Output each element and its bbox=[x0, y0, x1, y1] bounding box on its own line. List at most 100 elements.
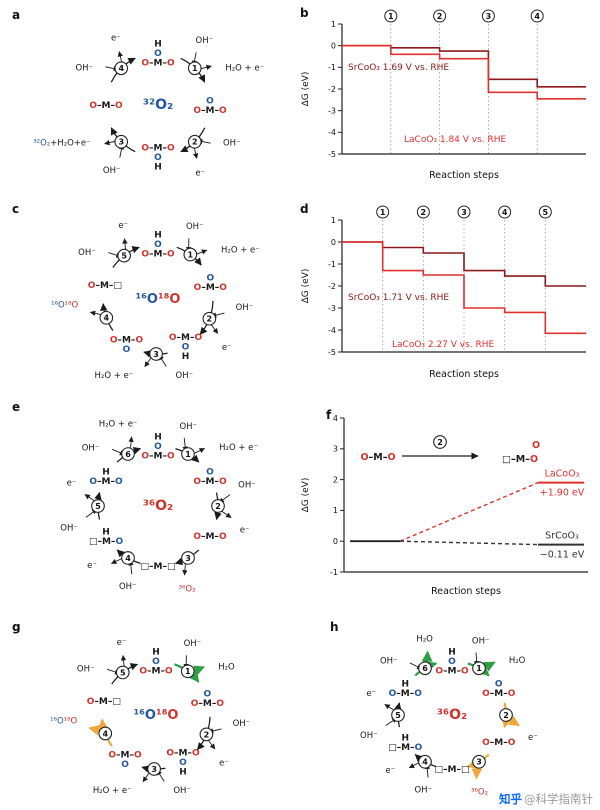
in-label: OH⁻ bbox=[238, 481, 256, 491]
species: O–M–O bbox=[169, 333, 203, 343]
tick-label: 3 bbox=[333, 445, 338, 454]
panel-letter-h: h bbox=[330, 620, 339, 634]
panel-f: f 4 3 2 1 0 -1 ΔG (eV) Reaction steps LaCoO₃ +1.9… bbox=[296, 400, 600, 616]
species: O–M–O bbox=[110, 335, 144, 345]
species: □–M–□ bbox=[141, 562, 176, 572]
step-circle bbox=[91, 499, 105, 513]
glyph: e⁻ bbox=[528, 733, 538, 743]
series-label: SrCoO₃ 1.69 V vs. RHE bbox=[348, 63, 449, 73]
y-axis-title: ΔG (eV) bbox=[301, 478, 311, 513]
panel-letter-g: g bbox=[12, 620, 21, 634]
glyph: O bbox=[415, 743, 423, 753]
step-number: 4 bbox=[102, 729, 108, 738]
glyph: ¹⁸O bbox=[64, 717, 78, 727]
glyph: O bbox=[167, 144, 175, 154]
glyph: O bbox=[134, 750, 142, 760]
step-circle bbox=[391, 708, 405, 722]
glyph: ³⁶O₂ bbox=[437, 707, 467, 723]
glyph: H₂O + e⁻ bbox=[221, 246, 260, 256]
step-circle bbox=[114, 134, 129, 149]
glyph: –M– bbox=[174, 748, 192, 758]
glyph: –M– bbox=[201, 532, 219, 542]
glyph: H bbox=[179, 767, 187, 777]
glyph: O bbox=[167, 250, 175, 260]
out-label: H₂O + e⁻ bbox=[95, 371, 134, 381]
glyph: O bbox=[219, 477, 227, 487]
step-number: 5 bbox=[120, 668, 126, 677]
cycle-diagram-36o2: OH⁻ H₂O + e⁻ 1 OH⁻ e⁻ 2 ³⁶O₂ 3 OH⁻ e⁻ 4 OH⁻ e⁻ 5 OH⁻ H₂… bbox=[60, 420, 258, 595]
species: H bbox=[152, 648, 160, 658]
glyph: O bbox=[206, 273, 214, 283]
step-number: 3 bbox=[151, 765, 157, 774]
tick-label: -2 bbox=[328, 85, 336, 94]
out-label: e⁻ bbox=[528, 733, 538, 743]
glyph: –M– bbox=[149, 452, 167, 462]
glyph: O bbox=[182, 343, 190, 353]
step-circle bbox=[187, 134, 202, 149]
species: O bbox=[182, 343, 190, 353]
step-circle bbox=[530, 9, 544, 23]
out-label: ¹⁶O¹⁸O bbox=[50, 717, 77, 727]
glyph: e⁻ bbox=[111, 34, 121, 44]
center-product: ¹⁶O¹⁸O bbox=[134, 708, 179, 723]
panel-letter-e: e bbox=[12, 400, 21, 414]
material-label: LaCoO₃ bbox=[545, 469, 580, 480]
step-circle bbox=[538, 205, 552, 219]
glyph: O bbox=[154, 240, 162, 250]
species: O–M–O bbox=[89, 101, 123, 111]
species: H bbox=[154, 433, 162, 443]
glyph: H bbox=[182, 352, 190, 362]
glyph: e⁻ bbox=[219, 759, 229, 769]
species: O–M–O bbox=[89, 477, 123, 487]
glyph: O bbox=[219, 283, 227, 293]
species: O–M–O bbox=[482, 738, 516, 748]
glyph: ³⁶O₂ bbox=[179, 584, 196, 594]
panel-a: a OH⁻ H₂O + e⁻ 1 OH⁻ e⁻ 2 OH⁻ ³²O₂+H₂O+e⁻ 3 OH⁻ e⁻… bbox=[8, 6, 294, 198]
glyph: □ bbox=[89, 537, 98, 547]
in-label: OH⁻ bbox=[414, 785, 432, 795]
step-circle bbox=[202, 311, 217, 326]
species: H bbox=[154, 163, 162, 173]
product-species: □–M–O bbox=[502, 454, 538, 465]
glyph: O bbox=[110, 335, 118, 345]
glyph: –M– bbox=[201, 283, 219, 293]
in-label: OH⁻ bbox=[75, 64, 93, 74]
free-energy-chart-d: 1 0 -1 -2 -3 -4 -5 ΔG (eV) Reaction steps 1 2 3 4 5 Sr… bbox=[301, 205, 586, 380]
species: H bbox=[102, 527, 110, 537]
step-circle bbox=[181, 447, 195, 461]
step-circle bbox=[481, 9, 495, 23]
glyph: –M– bbox=[198, 699, 216, 709]
in-label: OH⁻ bbox=[60, 523, 78, 533]
center-product: ³²O₂ bbox=[143, 97, 173, 113]
glyph: H₂O + e⁻ bbox=[93, 786, 132, 796]
glyph: e⁻ bbox=[366, 689, 376, 699]
out-label: e⁻ bbox=[385, 766, 395, 776]
species: O–M–□ bbox=[87, 697, 121, 707]
glyph: OH⁻ bbox=[472, 637, 490, 647]
species: H bbox=[448, 648, 456, 658]
glyph: –M– bbox=[117, 335, 135, 345]
glyph: –M– bbox=[149, 250, 167, 260]
panel-d: d 1 0 -1 -2 -3 -4 -5 ΔG (eV) Reaction steps 1 2 3 4 5… bbox=[296, 200, 600, 396]
species: O bbox=[495, 679, 503, 689]
cycle-diagram-36o2-highlighted: OH⁻H₂O1e⁻2³⁶O₂3OH⁻e⁻4OH⁻e⁻5OH⁻H₂O6HOO–M–… bbox=[360, 634, 538, 797]
glyph: O bbox=[389, 689, 397, 699]
glyph: O bbox=[216, 699, 224, 709]
glyph: ¹⁶O bbox=[136, 292, 158, 307]
step-number: 4 bbox=[125, 554, 131, 563]
species: O–M–O bbox=[166, 748, 200, 758]
glyph: –M– bbox=[97, 477, 115, 487]
glyph: H bbox=[154, 163, 162, 173]
step-number: 3 bbox=[153, 350, 159, 359]
glyph: O bbox=[461, 667, 469, 677]
step-number: 2 bbox=[421, 208, 427, 217]
glyph: □ bbox=[502, 454, 511, 465]
glyph: OH⁻ bbox=[75, 64, 93, 74]
glyph: –M– bbox=[97, 101, 115, 111]
step-circle bbox=[433, 9, 447, 23]
species: O–M–O bbox=[108, 750, 142, 760]
glyph: O bbox=[530, 454, 538, 465]
glyph: OH⁻ bbox=[223, 139, 241, 149]
in-label: OH⁻ bbox=[173, 786, 191, 796]
zhihu-logo: 知乎 bbox=[499, 792, 522, 806]
